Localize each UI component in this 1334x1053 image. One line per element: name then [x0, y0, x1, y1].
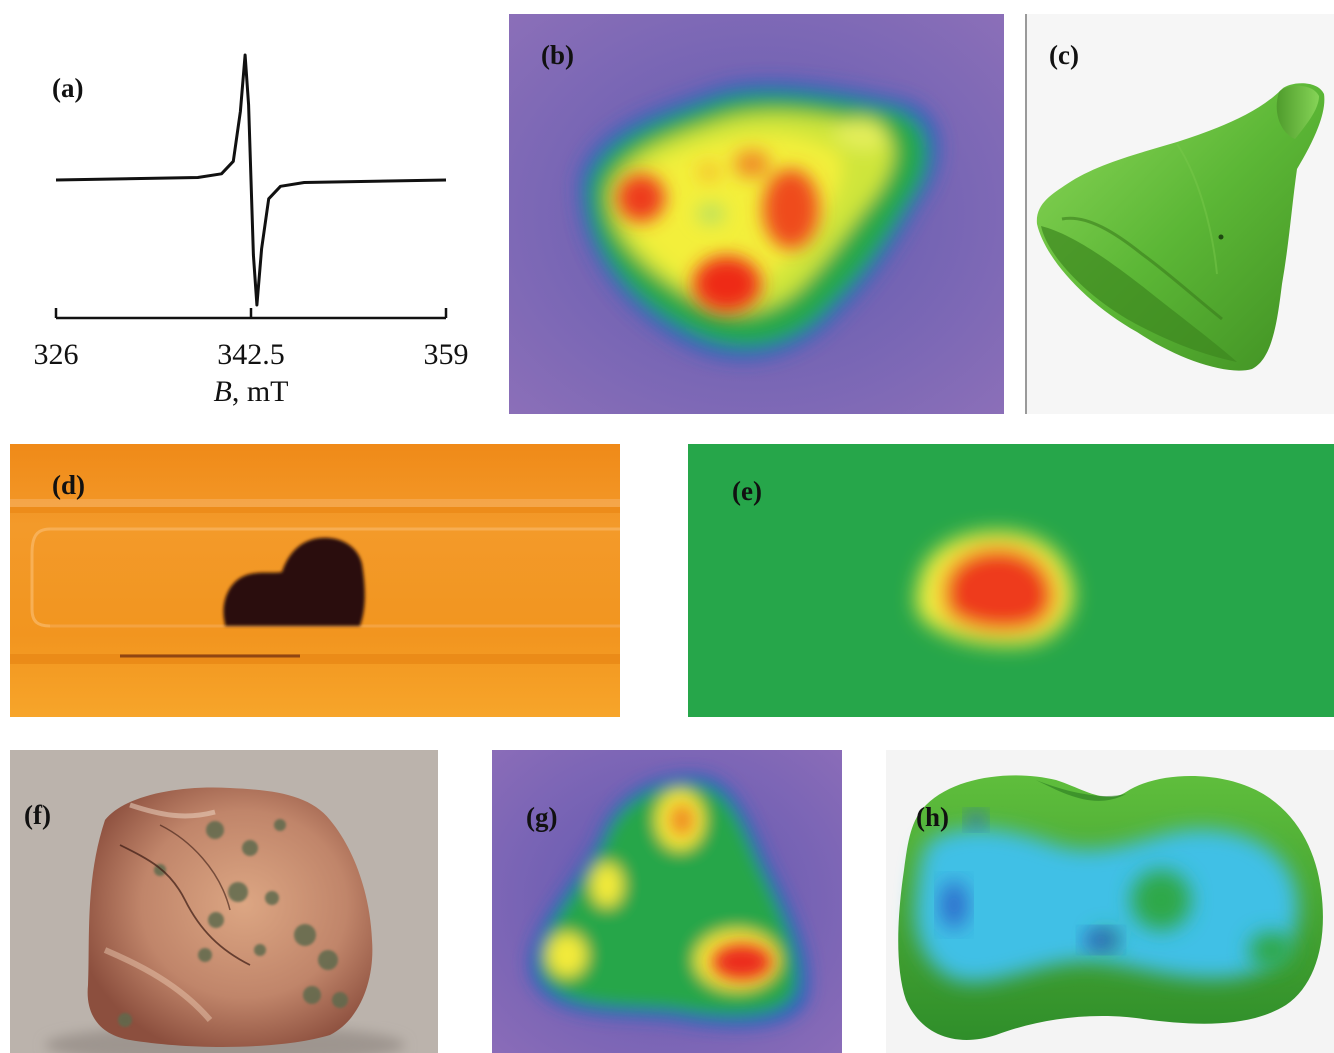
sample-in-tube-photo	[10, 444, 620, 717]
panel-c-label: (c)	[1049, 40, 1079, 70]
panel-e-epr-image: (e)	[688, 444, 1334, 717]
x-tick-label: 359	[423, 338, 469, 371]
panel-h-label: (h)	[916, 802, 949, 832]
spectrum-line	[55, 53, 447, 307]
epr-stone-map	[492, 750, 842, 1053]
panel-g-label: (g)	[526, 802, 558, 832]
panel-e-label: (e)	[732, 476, 762, 506]
panel-a-epr-spectrum: (a) 326 342.5 359 B, mT	[10, 20, 480, 415]
panel-f-stone-photo: (f)	[10, 750, 438, 1053]
3d-depth-render	[898, 775, 1323, 1040]
panel-b-epr-image: (b)	[509, 14, 1004, 414]
x-axis-title: B, mT	[213, 375, 289, 408]
x-tick-label: 326	[33, 338, 79, 371]
epr-spectrum-plot	[54, 53, 448, 320]
epr-projection-map	[688, 444, 1334, 717]
panel-d-label: (d)	[52, 470, 85, 500]
panel-h-3d-render: (h)	[886, 750, 1334, 1053]
stone-photo	[10, 750, 438, 1053]
panel-a-label: (a)	[52, 73, 84, 103]
panel-f-label: (f)	[24, 800, 51, 830]
panel-b-label: (b)	[541, 40, 574, 70]
3d-surface-render	[1036, 83, 1325, 371]
panel-c-3d-render: (c)	[1025, 14, 1334, 414]
panel-d-sample-photo: (d)	[10, 444, 620, 717]
epr-intensity-map	[509, 14, 1004, 414]
x-tick-label: 342.5	[217, 338, 285, 371]
panel-g-epr-image: (g)	[492, 750, 842, 1053]
